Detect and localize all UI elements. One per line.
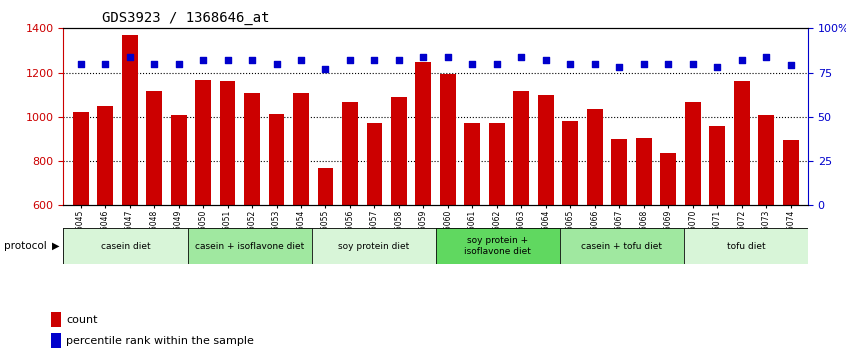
Point [343, 57, 357, 63]
Point [490, 61, 503, 67]
Point [417, 54, 431, 59]
Bar [293, 93, 309, 338]
Point [147, 61, 161, 67]
Bar [709, 126, 725, 338]
Point [539, 57, 552, 63]
Text: protocol: protocol [4, 241, 47, 251]
Point [441, 54, 454, 59]
Bar [51, 333, 61, 348]
Text: soy protein diet: soy protein diet [338, 241, 409, 251]
Bar [51, 312, 61, 327]
Text: casein + tofu diet: casein + tofu diet [581, 241, 662, 251]
Point [172, 61, 185, 67]
Bar [188, 228, 311, 264]
Text: count: count [66, 315, 97, 325]
Point [294, 57, 308, 63]
Bar [514, 91, 530, 338]
Point [221, 57, 234, 63]
Bar [195, 80, 211, 338]
Text: GDS3923 / 1368646_at: GDS3923 / 1368646_at [102, 11, 269, 25]
Text: soy protein +
isoflavone diet: soy protein + isoflavone diet [464, 236, 531, 256]
Bar [146, 91, 162, 338]
Point [123, 54, 136, 59]
Bar [560, 228, 684, 264]
Bar [97, 106, 113, 338]
Text: tofu diet: tofu diet [727, 241, 765, 251]
Bar [563, 121, 579, 338]
Point [711, 64, 724, 70]
Text: percentile rank within the sample: percentile rank within the sample [66, 336, 254, 346]
Text: ▶: ▶ [52, 241, 59, 251]
Bar [636, 138, 651, 338]
Bar [440, 74, 456, 338]
Point [196, 57, 210, 63]
Point [514, 54, 528, 59]
Bar [685, 102, 700, 338]
Bar [489, 124, 505, 338]
Point [735, 57, 749, 63]
Bar [73, 113, 89, 338]
Point [98, 61, 112, 67]
Bar [122, 35, 138, 338]
Point [613, 64, 626, 70]
Bar [220, 81, 235, 338]
Bar [436, 228, 560, 264]
Bar [268, 114, 284, 338]
Point [588, 61, 602, 67]
Point [319, 66, 332, 72]
Point [270, 61, 283, 67]
Text: casein diet: casein diet [101, 241, 151, 251]
Text: casein + isoflavone diet: casein + isoflavone diet [195, 241, 305, 251]
Point [662, 61, 675, 67]
Bar [684, 228, 808, 264]
Bar [538, 95, 554, 338]
Point [637, 61, 651, 67]
Bar [317, 168, 333, 338]
Bar [758, 115, 774, 338]
Point [393, 57, 406, 63]
Point [245, 57, 259, 63]
Bar [366, 124, 382, 338]
Bar [612, 139, 628, 338]
Point [784, 63, 798, 68]
Bar [733, 81, 750, 338]
Bar [244, 93, 260, 338]
Bar [171, 115, 186, 338]
Bar [783, 140, 799, 338]
Bar [661, 153, 676, 338]
Bar [391, 97, 407, 338]
Point [686, 61, 700, 67]
Point [563, 61, 577, 67]
Bar [587, 109, 603, 338]
Point [368, 57, 382, 63]
Bar [415, 62, 431, 338]
Bar [342, 102, 358, 338]
Bar [464, 124, 481, 338]
Point [465, 61, 479, 67]
Point [74, 61, 87, 67]
Bar [63, 228, 188, 264]
Point [760, 54, 773, 59]
Bar [311, 228, 436, 264]
